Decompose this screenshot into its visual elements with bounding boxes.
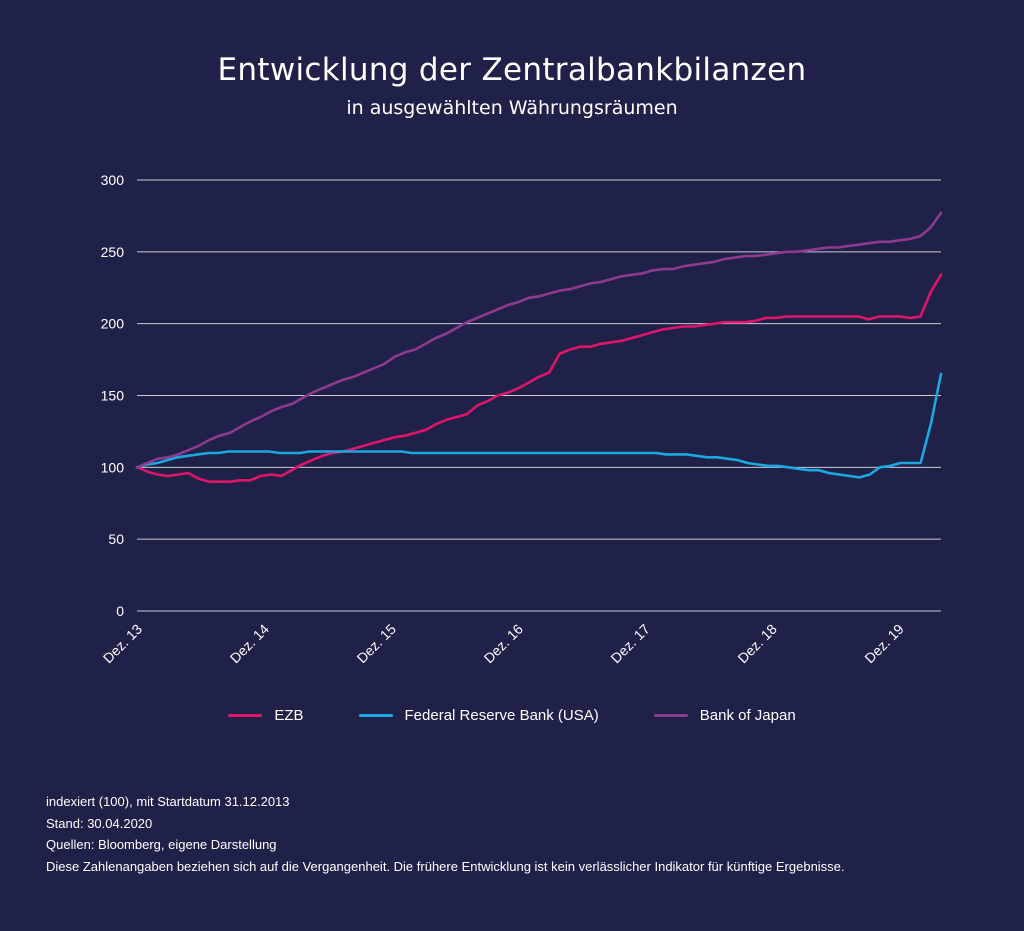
y-tick-label-300: 300 xyxy=(101,172,125,188)
chart-title: Entwicklung der Zentralbankbilanzen xyxy=(217,52,807,88)
y-tick-label-200: 200 xyxy=(101,316,125,332)
series-line-1 xyxy=(135,372,943,479)
y-tick-label-50: 50 xyxy=(108,531,124,547)
legend-swatch-ezb xyxy=(228,714,263,717)
series-line-0 xyxy=(135,273,943,484)
y-tick-label-250: 250 xyxy=(101,244,125,260)
legend-label-fed: Federal Reserve Bank (USA) xyxy=(404,707,599,724)
y-tick-label-0: 0 xyxy=(116,603,124,619)
x-tick-label-3: Dez. 16 xyxy=(481,621,527,667)
footnotes: indexiert (100), mit Startdatum 31.12.20… xyxy=(46,791,845,877)
x-tick-label-2: Dez. 15 xyxy=(354,621,400,667)
series-line-2 xyxy=(135,211,943,469)
legend-label-boj: Bank of Japan xyxy=(699,707,796,724)
legend-item-fed: Federal Reserve Bank (USA) xyxy=(358,707,599,724)
legend-item-ezb: EZB xyxy=(228,707,304,724)
x-tick-label-4: Dez. 17 xyxy=(607,621,653,667)
x-tick-label-6: Dez. 19 xyxy=(861,621,907,667)
footnote-sources: Quellen: Bloomberg, eigene Darstellung xyxy=(46,837,277,852)
footnote-date: Stand: 30.04.2020 xyxy=(46,815,153,831)
chart-subtitle: in ausgewählten Währungsräumen xyxy=(346,97,678,119)
legend-item-boj: Bank of Japan xyxy=(653,707,796,724)
x-tick-label-1: Dez. 14 xyxy=(227,621,273,667)
footnote-disclaimer: Diese Zahlenangaben beziehen sich auf di… xyxy=(46,858,845,874)
legend-swatch-boj xyxy=(653,714,688,717)
y-tick-label-150: 150 xyxy=(101,388,125,404)
legend-swatch-fed xyxy=(358,714,393,717)
y-tick-label-100: 100 xyxy=(101,459,125,475)
legend-label-ezb: EZB xyxy=(274,707,304,724)
footnote-index: indexiert (100), mit Startdatum 31.12.20… xyxy=(46,794,290,809)
x-tick-label-5: Dez. 18 xyxy=(734,621,780,667)
legend: EZB Federal Reserve Bank (USA) Bank of J… xyxy=(0,707,1024,724)
x-tick-label-0: Dez. 13 xyxy=(100,621,146,667)
